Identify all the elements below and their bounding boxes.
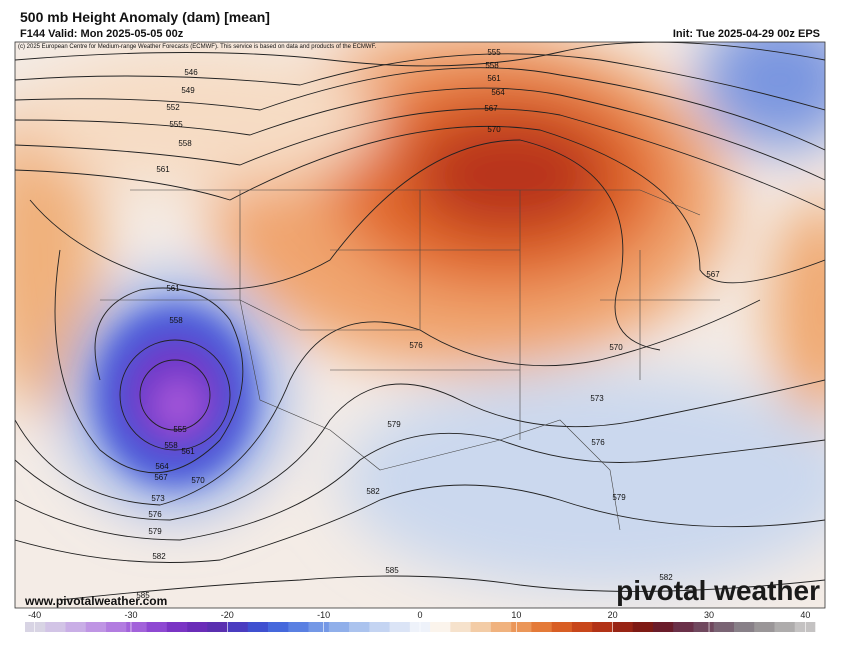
copyright: (c) 2025 European Centre for Medium-rang… bbox=[18, 44, 377, 50]
colorbar-swatch bbox=[166, 622, 188, 632]
contour-label: 579 bbox=[148, 527, 162, 536]
colorbar-swatch bbox=[207, 622, 228, 632]
colorbar-swatch bbox=[551, 622, 573, 632]
colorbar-swatch bbox=[632, 622, 654, 632]
contour-label: 555 bbox=[169, 120, 183, 129]
colorbar-tick-label: 40 bbox=[800, 610, 810, 620]
colorbar-swatch bbox=[85, 622, 107, 632]
borders bbox=[100, 189, 720, 531]
contour-label: 561 bbox=[487, 74, 501, 83]
colorbar-swatch bbox=[490, 622, 512, 632]
contour-label: 549 bbox=[181, 86, 195, 95]
colorbar-tick-label: 0 bbox=[417, 610, 422, 620]
contour-label: 552 bbox=[166, 103, 180, 112]
contour-label: 561 bbox=[166, 284, 180, 293]
colorbar-swatch bbox=[673, 622, 694, 632]
colorbar-swatch bbox=[511, 622, 532, 632]
colorbar-swatch bbox=[247, 622, 269, 632]
contour-label: 564 bbox=[491, 88, 505, 97]
contour-labels: 555 558 561 564 567 570 546 549 552 555 … bbox=[136, 48, 720, 600]
website: www.pivotalweather.com bbox=[24, 594, 167, 608]
contour-label: 576 bbox=[148, 510, 162, 519]
contour-label: 570 bbox=[191, 476, 205, 485]
init-time: Init: Tue 2025-04-29 00z EPS bbox=[673, 28, 820, 40]
colorbar-swatch bbox=[652, 622, 674, 632]
colorbar-swatch bbox=[126, 622, 147, 632]
contour-label: 561 bbox=[156, 165, 170, 174]
colorbar-swatch bbox=[693, 622, 715, 632]
colorbar-swatch bbox=[308, 622, 330, 632]
contour-label: 582 bbox=[152, 552, 166, 561]
colorbar-swatch bbox=[754, 622, 775, 632]
low-core bbox=[95, 305, 255, 485]
contour-label: 564 bbox=[155, 462, 169, 471]
contour-label: 579 bbox=[387, 420, 401, 429]
colorbar-swatch bbox=[106, 622, 127, 632]
colorbar-swatch bbox=[227, 622, 249, 632]
colorbar-swatch bbox=[430, 622, 451, 632]
map: (c) 2025 European Centre for Medium-rang… bbox=[15, 42, 825, 608]
colorbar-swatch bbox=[774, 622, 796, 632]
colorbar-tick-label: 30 bbox=[704, 610, 714, 620]
contour-label: 570 bbox=[487, 125, 501, 134]
colorbar-swatch bbox=[65, 622, 87, 632]
title: 500 mb Height Anomaly (dam) [mean] bbox=[20, 9, 270, 25]
valid-time: F144 Valid: Mon 2025-05-05 00z bbox=[20, 28, 184, 40]
colorbar-swatch bbox=[612, 622, 633, 632]
colorbar-tick-label: 20 bbox=[608, 610, 618, 620]
map-frame bbox=[14, 41, 826, 609]
colorbar: -40 -30 -20 -10 0 10 20 30 40 bbox=[25, 610, 816, 632]
contour-label: 576 bbox=[409, 341, 423, 350]
colorbar-swatch bbox=[268, 622, 289, 632]
colorbar-swatch bbox=[328, 622, 350, 632]
colorbar-swatch bbox=[146, 622, 168, 632]
colorbar-tick-label: -10 bbox=[317, 610, 330, 620]
colorbar-swatch bbox=[733, 622, 755, 632]
colorbar-swatch bbox=[450, 622, 471, 632]
contour-label: 567 bbox=[484, 104, 498, 113]
colorbar-swatch bbox=[187, 622, 208, 632]
colorbar-swatch bbox=[369, 622, 390, 632]
contour-label: 567 bbox=[154, 473, 168, 482]
contour-label: 570 bbox=[609, 343, 623, 352]
colorbar-tick-label: -20 bbox=[221, 610, 234, 620]
contour-label: 585 bbox=[385, 566, 399, 575]
contour-label: 573 bbox=[151, 494, 165, 503]
colorbar-swatch bbox=[349, 622, 370, 632]
contour-label: 579 bbox=[612, 493, 626, 502]
colorbar-swatch bbox=[389, 622, 411, 632]
contour-label: 558 bbox=[178, 139, 192, 148]
contour-label: 582 bbox=[659, 573, 673, 582]
contour-label: 561 bbox=[181, 447, 195, 456]
contour-label: 555 bbox=[487, 48, 501, 57]
colorbar-swatch bbox=[25, 622, 46, 632]
colorbar-swatch bbox=[288, 622, 309, 632]
colorbar-tick-label: -30 bbox=[124, 610, 137, 620]
contour-label: 576 bbox=[591, 438, 605, 447]
contour-label: 555 bbox=[173, 425, 187, 434]
contour-label: 558 bbox=[164, 441, 178, 450]
colorbar-swatch bbox=[531, 622, 552, 632]
colorbar-swatch bbox=[45, 622, 66, 632]
contours bbox=[15, 42, 825, 601]
contour-label: 585 bbox=[136, 591, 150, 600]
contour-label: 573 bbox=[590, 394, 604, 403]
colorbar-swatch bbox=[470, 622, 492, 632]
colorbar-swatch bbox=[794, 622, 816, 632]
contour-label: 546 bbox=[184, 68, 198, 77]
contour-label: 582 bbox=[366, 487, 380, 496]
colorbar-swatch bbox=[592, 622, 613, 632]
colorbar-tick-label: 10 bbox=[511, 610, 521, 620]
contour-label: 558 bbox=[169, 316, 183, 325]
brand: pivotal weather bbox=[616, 575, 820, 606]
colorbar-swatch bbox=[571, 622, 593, 632]
contour-label: 567 bbox=[706, 270, 720, 279]
colorbar-tick-label: -40 bbox=[28, 610, 41, 620]
contour-label: 558 bbox=[485, 61, 499, 70]
colorbar-swatch bbox=[713, 622, 735, 632]
